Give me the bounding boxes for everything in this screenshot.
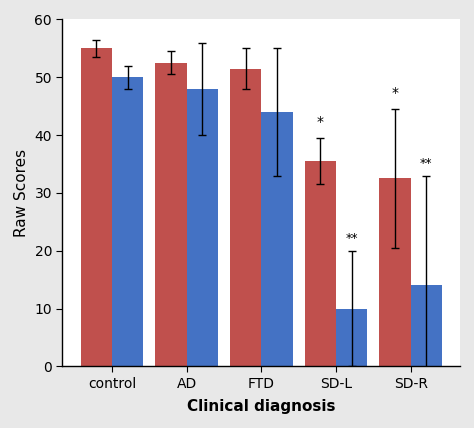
Bar — [81, 48, 112, 366]
Bar — [230, 68, 261, 366]
Text: *: * — [317, 115, 324, 129]
Bar — [379, 178, 410, 366]
Bar — [112, 77, 143, 366]
Bar — [336, 309, 367, 366]
Text: **: ** — [420, 157, 433, 170]
X-axis label: Clinical diagnosis: Clinical diagnosis — [187, 399, 336, 414]
Text: *: * — [392, 86, 399, 100]
Y-axis label: Raw Scores: Raw Scores — [14, 149, 29, 237]
Bar — [261, 112, 292, 366]
Bar — [305, 161, 336, 366]
Text: **: ** — [346, 232, 358, 245]
Bar — [187, 89, 218, 366]
Bar — [155, 63, 187, 366]
Bar — [410, 285, 442, 366]
